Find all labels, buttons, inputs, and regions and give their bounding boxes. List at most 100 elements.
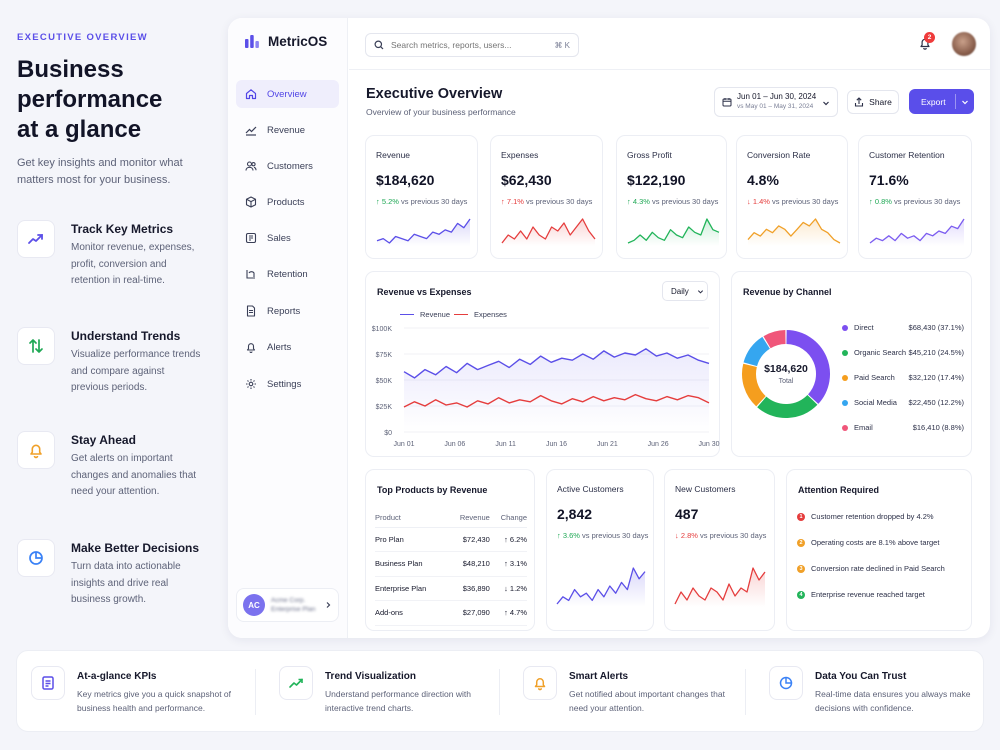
channel-value: $45,210 (24.5%) bbox=[908, 348, 964, 357]
sparkline-line bbox=[674, 567, 766, 605]
kpi-card-revenue[interactable]: Revenue $184,620 ↑ 5.2% vs previous 30 d… bbox=[365, 135, 478, 259]
table-row[interactable]: Add-ons $27,090 ↑ 4.7% bbox=[375, 600, 527, 626]
bell-icon bbox=[523, 666, 557, 700]
share-button[interactable]: Share bbox=[847, 90, 899, 114]
band-title: Trend Visualization bbox=[325, 671, 416, 682]
export-button[interactable]: Export bbox=[909, 89, 974, 114]
gear-icon bbox=[246, 379, 256, 389]
sparkline-area bbox=[557, 568, 645, 607]
revenue-expenses-chart: $0 $25K $50K $75K $100K Jun 01 Jun 06 Jun 11 Jun… bbox=[372, 326, 720, 448]
table-row[interactable]: Enterprise Plan $36,890 ↓ 1.2% bbox=[375, 576, 527, 601]
share-label: Share bbox=[869, 97, 892, 107]
donut-slice bbox=[742, 363, 766, 407]
kpi-note: vs previous 30 days bbox=[582, 531, 649, 540]
users-icon bbox=[245, 161, 257, 171]
donut-slice bbox=[786, 330, 830, 404]
chevron-down-icon[interactable] bbox=[961, 98, 969, 106]
sidebar-item-retention[interactable]: Retention bbox=[236, 260, 339, 288]
revenue-by-channel-card: Revenue by Channel $184,620 Total Direct… bbox=[731, 271, 972, 457]
trend-icon bbox=[245, 126, 257, 136]
bell-icon bbox=[17, 431, 55, 469]
sidebar-item-products[interactable]: Products bbox=[236, 188, 339, 216]
kpi-note: vs previous 30 days bbox=[700, 531, 767, 540]
product-name: Enterprise Plan bbox=[375, 576, 448, 601]
sidebar-item-label: Sales bbox=[267, 232, 291, 244]
sparkline-line bbox=[376, 218, 471, 244]
alert-number: 2 bbox=[797, 538, 805, 547]
kpi-sparkline bbox=[747, 218, 841, 246]
share-icon bbox=[855, 97, 864, 107]
search-box[interactable]: ⌘ K bbox=[365, 33, 579, 57]
table-row[interactable]: Pro Plan $72,430 ↑ 6.2% bbox=[375, 527, 527, 552]
feature-title: Track Key Metrics bbox=[71, 222, 174, 236]
kpi-value: $184,620 bbox=[376, 172, 435, 188]
alert-item[interactable]: 1 Customer retention dropped by 4.2% bbox=[797, 512, 934, 521]
channel-value: $68,430 (37.1%) bbox=[908, 323, 964, 332]
alert-item[interactable]: 2 Operating costs are 8.1% above target bbox=[797, 538, 939, 547]
kpi-label: Expenses bbox=[501, 150, 539, 160]
band-title: At-a-glance KPIs bbox=[77, 671, 157, 682]
product-name: Pro Plan bbox=[375, 527, 448, 552]
sidebar-item-settings[interactable]: Settings bbox=[236, 370, 339, 398]
kpi-delta: ↑ 0.8% vs previous 30 days bbox=[869, 197, 960, 206]
feature-desc: Turn data into actionable insights and d… bbox=[71, 561, 181, 605]
feature-desc: Visualize performance trends and compare… bbox=[71, 349, 201, 393]
product-revenue: $27,090 bbox=[447, 600, 490, 626]
alert-number: 4 bbox=[797, 590, 805, 599]
sidebar-item-customers[interactable]: Customers bbox=[236, 152, 339, 180]
alert-text: Enterprise revenue reached target bbox=[811, 590, 925, 599]
date-range: Jun 01 – Jun 30, 2024 bbox=[737, 92, 817, 101]
band-desc: Understand performance direction with in… bbox=[325, 689, 471, 713]
doc-icon bbox=[31, 666, 65, 700]
account-switcher[interactable]: AC Acme Corp. Enterprise Plan bbox=[236, 588, 339, 622]
kpi-value: 71.6% bbox=[869, 172, 909, 188]
kpi-card-expenses[interactable]: Expenses $62,430 ↑ 7.1% vs previous 30 d… bbox=[490, 135, 603, 259]
band-desc: Get notified about important changes tha… bbox=[569, 689, 725, 713]
search-input[interactable] bbox=[391, 40, 548, 50]
kpi-card-conversion-rate[interactable]: Conversion Rate 4.8% ↓ 1.4% vs previous … bbox=[736, 135, 848, 259]
pie-icon bbox=[769, 666, 803, 700]
kpi-delta-value: ↓ 2.8% bbox=[675, 531, 698, 540]
feature-desc: Get alerts on important changes and anom… bbox=[71, 453, 197, 497]
hero-line: Business bbox=[17, 56, 124, 83]
sidebar-item-label: Settings bbox=[267, 378, 302, 390]
date-range-picker[interactable]: Jun 01 – Jun 30, 2024 vs May 01 – May 31… bbox=[714, 87, 838, 117]
search-shortcut: ⌘ K bbox=[554, 40, 570, 50]
page-subtitle: Overview of your business performance bbox=[366, 107, 516, 117]
kpi-card-gross-profit[interactable]: Gross Profit $122,190 ↑ 4.3% vs previous… bbox=[616, 135, 727, 259]
user-avatar[interactable] bbox=[952, 32, 976, 56]
table-row[interactable]: Business Plan $48,210 ↑ 3.1% bbox=[375, 551, 527, 577]
period-value: Daily bbox=[671, 286, 689, 296]
channel-row: Direct $68,430 (37.1%) bbox=[842, 323, 964, 332]
alert-item[interactable]: 3 Conversion rate declined in Paid Search bbox=[797, 564, 945, 573]
channel-value: $22,450 (12.2%) bbox=[908, 398, 964, 407]
new-customers-card[interactable]: New Customers 487 ↓ 2.8% vs previous 30 … bbox=[664, 469, 775, 631]
active-customers-card[interactable]: Active Customers 2,842 ↑ 3.6% vs previou… bbox=[546, 469, 654, 631]
channel-name: Social Media bbox=[854, 398, 897, 407]
kpi-delta-value: ↑ 0.8% bbox=[869, 197, 892, 206]
product-name: Add-ons bbox=[375, 600, 448, 626]
sidebar-item-revenue[interactable]: Revenue bbox=[236, 116, 339, 144]
card-title: Top Products by Revenue bbox=[377, 485, 488, 495]
kpi-delta: ↓ 1.4% vs previous 30 days bbox=[747, 197, 838, 206]
sidebar-item-reports[interactable]: Reports bbox=[236, 297, 339, 325]
home-icon bbox=[245, 89, 257, 100]
eyebrow: EXECUTIVE OVERVIEW bbox=[17, 32, 148, 43]
sidebar-item-sales[interactable]: Sales bbox=[236, 224, 339, 252]
app-window: MetricOS Overview Revenue Customers Prod… bbox=[228, 18, 990, 638]
donut-slice bbox=[743, 336, 771, 367]
alert-item[interactable]: 4 Enterprise revenue reached target bbox=[797, 590, 925, 599]
y-tick-label: $0 bbox=[384, 430, 392, 437]
brand-logo[interactable]: MetricOS bbox=[244, 33, 327, 49]
kpi-delta: ↑ 4.3% vs previous 30 days bbox=[627, 197, 718, 206]
feature-band: At-a-glance KPIs Key metrics give you a … bbox=[16, 650, 984, 732]
sidebar-item-alerts[interactable]: Alerts bbox=[236, 333, 339, 361]
series-line-expenses bbox=[403, 393, 710, 408]
product-revenue: $36,890 bbox=[447, 576, 490, 601]
kpi-note: vs previous 30 days bbox=[772, 197, 839, 206]
x-tick-label: Jun 16 bbox=[546, 441, 567, 448]
sidebar-item-overview[interactable]: Overview bbox=[236, 80, 339, 108]
period-select[interactable]: Daily bbox=[662, 281, 708, 301]
sparkline-area bbox=[502, 219, 595, 246]
kpi-card-customer-retention[interactable]: Customer Retention 71.6% ↑ 0.8% vs previ… bbox=[858, 135, 972, 259]
